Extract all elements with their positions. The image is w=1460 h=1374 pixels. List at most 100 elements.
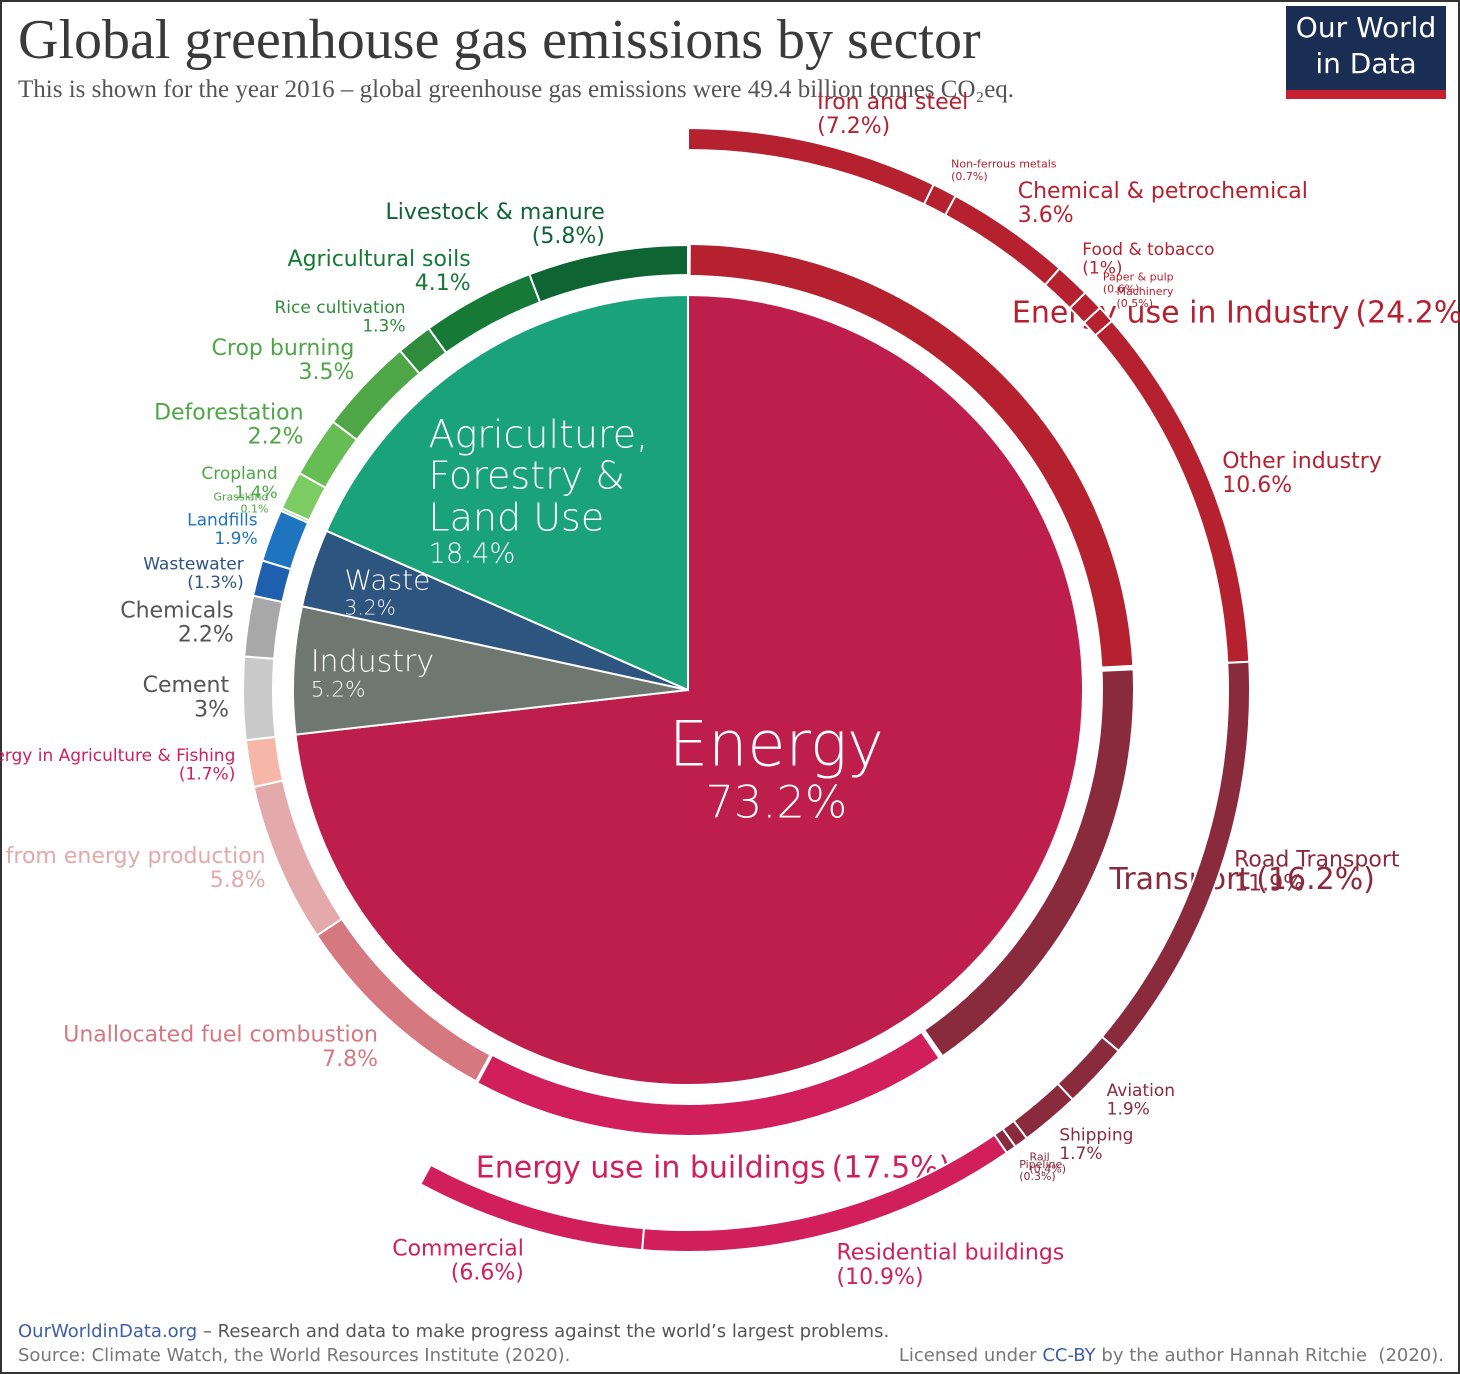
label-value: 4.1% <box>415 271 471 296</box>
label-value: 1.7% <box>1059 1144 1102 1164</box>
segment-label: Road Transport 11.9% <box>1234 848 1400 897</box>
label-value: 1.9% <box>214 529 257 549</box>
label-value: 10.6% <box>1222 473 1292 498</box>
label-name: Non-ferrous metals <box>951 158 1057 171</box>
label-value: 7.8% <box>322 1047 378 1072</box>
source: Source: Climate Watch, the World Resourc… <box>18 1345 570 1366</box>
label-name: Landfills <box>187 510 258 530</box>
label-name: Commercial <box>392 1236 524 1261</box>
label-name: Grassland <box>213 490 268 503</box>
segment-label: Grassland 0.1% <box>213 490 268 515</box>
segment-label: Food & tobacco (1%) <box>1082 240 1214 279</box>
label-value: 5.8% <box>210 868 266 893</box>
label-name: Rail <box>1029 1150 1049 1163</box>
segment-label: Cement 3% <box>143 673 230 722</box>
label-value: 11.9% <box>1234 872 1304 897</box>
segment-label: Paper & pulp (0.6%) <box>1103 271 1174 296</box>
label-value: 2.2% <box>178 622 234 647</box>
segment-label: Residential buildings (10.9%) <box>836 1241 1064 1290</box>
segment-arc <box>418 1163 646 1252</box>
label-name: Energy in Agriculture & Fishing <box>0 746 235 766</box>
label-value: (1.3%) <box>187 573 243 593</box>
segment-label: Energy use in buildings (17.5%) <box>476 1150 951 1185</box>
segment-label: Machinery (0.5%) <box>1116 285 1174 310</box>
label-value: (0.7%) <box>951 170 988 183</box>
chart-subtitle: This is shown for the year 2016 – global… <box>18 76 1014 103</box>
segment-label: Non-ferrous metals (0.7%) <box>951 158 1057 183</box>
label-value: (0.4%) <box>1029 1163 1066 1176</box>
label-value: (1.7%) <box>179 765 235 785</box>
label-name: Cement <box>143 673 230 698</box>
label-name: Residential buildings <box>836 1241 1064 1266</box>
sector-value: 73.2% <box>705 776 848 829</box>
segment-label: Chemicals 2.2% <box>120 598 234 647</box>
segment-arc <box>243 594 284 660</box>
segment-label: Shipping 1.7% <box>1059 1126 1133 1165</box>
label-value: (0.3%) <box>1019 1170 1056 1183</box>
label-name: Chemicals <box>120 598 234 623</box>
label-name: Shipping <box>1059 1126 1133 1146</box>
segment-label: Rice cultivation 1.3% <box>275 298 406 337</box>
segment-label: Transport (16.2%) <box>1108 862 1375 897</box>
site-link[interactable]: OurWorldinData.org <box>18 1321 197 1342</box>
chart-title: Global greenhouse gas emissions by secto… <box>18 9 981 71</box>
sector-name: Waste <box>344 563 431 597</box>
segment-label: Commercial (6.6%) <box>392 1236 524 1285</box>
segment-label: Wastewater (1.3%) <box>143 554 244 593</box>
label-value: 1.9% <box>1107 1100 1150 1120</box>
label-value: (10.9%) <box>836 1265 923 1290</box>
group-arc <box>478 1033 939 1135</box>
label-name: Deforestation <box>154 400 304 425</box>
segment-label: Deforestation 2.2% <box>154 400 304 449</box>
logo-text: Our World <box>1296 11 1436 44</box>
segment-label: Livestock & manure (5.8%) <box>385 200 604 249</box>
sector-name: Energy <box>668 707 884 781</box>
label-value: (16.2%) <box>1256 862 1375 897</box>
segment-label: Crop burning 3.5% <box>212 336 355 385</box>
label-name: Livestock & manure <box>385 200 604 225</box>
segment-label: Cropland 1.4% <box>201 464 277 503</box>
segment-label: Energy in Agriculture & Fishing(1.7%) <box>0 746 235 785</box>
label-name: Transport <box>1108 862 1250 897</box>
label-value: (0.5%) <box>1116 297 1153 310</box>
sector-value: 18.4% <box>428 538 516 570</box>
sector-value: 5.2% <box>310 677 366 703</box>
segment-label: Rail (0.4%) <box>1029 1150 1066 1175</box>
label-value: 3.5% <box>298 360 354 385</box>
label-name: Chemical & petrochemical <box>1018 179 1308 204</box>
license-link[interactable]: CC-BY <box>1042 1345 1096 1366</box>
label-name: Wastewater <box>143 554 244 574</box>
label-name: Pipeline <box>1019 1158 1062 1171</box>
label-value: 2.2% <box>248 425 304 450</box>
label-value: (7.2%) <box>817 114 890 139</box>
footer-line: OurWorldinData.org – Research and data t… <box>18 1321 889 1342</box>
sector-name: Agriculture, Forestry & Land Use <box>428 411 649 540</box>
segment-label: Landfills 1.9% <box>187 510 258 549</box>
label-name: Aviation <box>1107 1081 1175 1101</box>
sector-label: Energy 73.2% <box>669 710 884 827</box>
segment-arc <box>528 243 689 304</box>
sector-label: Waste 3.2% <box>344 563 431 620</box>
label-value: (1%) <box>1082 259 1122 279</box>
label-name: Cropland <box>201 464 277 484</box>
sector-label: Industry 5.2% <box>311 646 434 703</box>
label-name: Road Transport <box>1234 848 1400 873</box>
label-value: 1.4% <box>235 483 278 503</box>
label-name: Rice cultivation <box>275 298 406 318</box>
sector-label: Agriculture, Forestry & Land Use 18.4% <box>428 411 689 570</box>
label-value: (0.6%) <box>1103 283 1140 296</box>
sector-value: 3.2% <box>344 595 396 620</box>
label-value: (5.8%) <box>532 224 605 249</box>
label-name: Machinery <box>1116 285 1174 298</box>
label-name: Agricultural soils <box>288 247 471 272</box>
sector-slice <box>294 293 1084 1086</box>
group-arc <box>690 245 1133 667</box>
label-name: Fugitive emissions from energy productio… <box>0 844 266 869</box>
segment-label: Fugitive emissions from energy productio… <box>0 844 266 893</box>
license-text: by the author Hannah Ritchie (2020). <box>1096 1345 1444 1366</box>
group-arc <box>925 670 1133 1055</box>
label-value: (24.2%) <box>1355 295 1460 330</box>
